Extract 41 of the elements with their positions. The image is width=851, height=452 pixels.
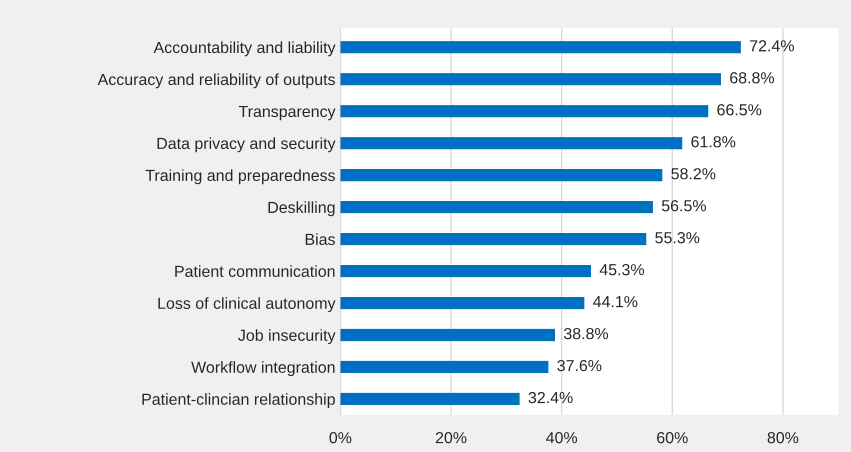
x-tick-label: 60% [657,432,688,444]
y-tick-label: Accuracy and reliability of outputs [98,73,335,88]
data-label: 61.8% [691,136,736,148]
data-label: 37.6% [557,360,602,372]
bar [340,41,741,54]
y-tick-label: Data privacy and security [158,137,336,152]
data-label: 68.8% [730,72,774,84]
bar [340,264,591,278]
bar [340,392,520,406]
data-label: 66.5% [717,104,762,116]
y-tick-label: Patient-clincian relationship [142,393,335,408]
y-tick-label: Loss of clinical autonomy [158,297,336,312]
bar [340,201,653,214]
y-tick-label: Accountability and liability [154,41,336,56]
bar [340,328,556,342]
x-tick-label: 40% [546,432,578,444]
y-tick-label: Job insecurity [238,329,336,344]
bar [340,360,548,374]
bar [340,73,721,86]
data-label: 38.8% [564,328,608,340]
data-label: 44.1% [593,296,638,308]
data-label: 55.3% [655,232,700,244]
y-tick-label: Transparency [238,106,336,120]
y-tick-label: Workflow integration [191,361,335,376]
x-tick-label: 0% [329,432,352,444]
bar [340,232,646,246]
x-tick-label: 20% [436,432,466,444]
bar [340,296,584,310]
data-label: 32.4% [528,392,573,404]
data-label: 45.3% [600,264,644,276]
data-label: 58.2% [671,168,716,180]
bar [340,169,662,182]
y-tick-label: Training and preparedness [146,169,335,184]
x-tick-label: 80% [768,432,798,444]
data-label: 56.5% [662,200,706,212]
data-label: 72.4% [750,40,794,52]
y-tick-label: Patient communication [175,265,335,277]
y-tick-label: Deskilling [268,201,335,216]
y-tick-label: Bias [306,233,335,246]
bar [340,137,682,150]
bar [340,105,708,118]
